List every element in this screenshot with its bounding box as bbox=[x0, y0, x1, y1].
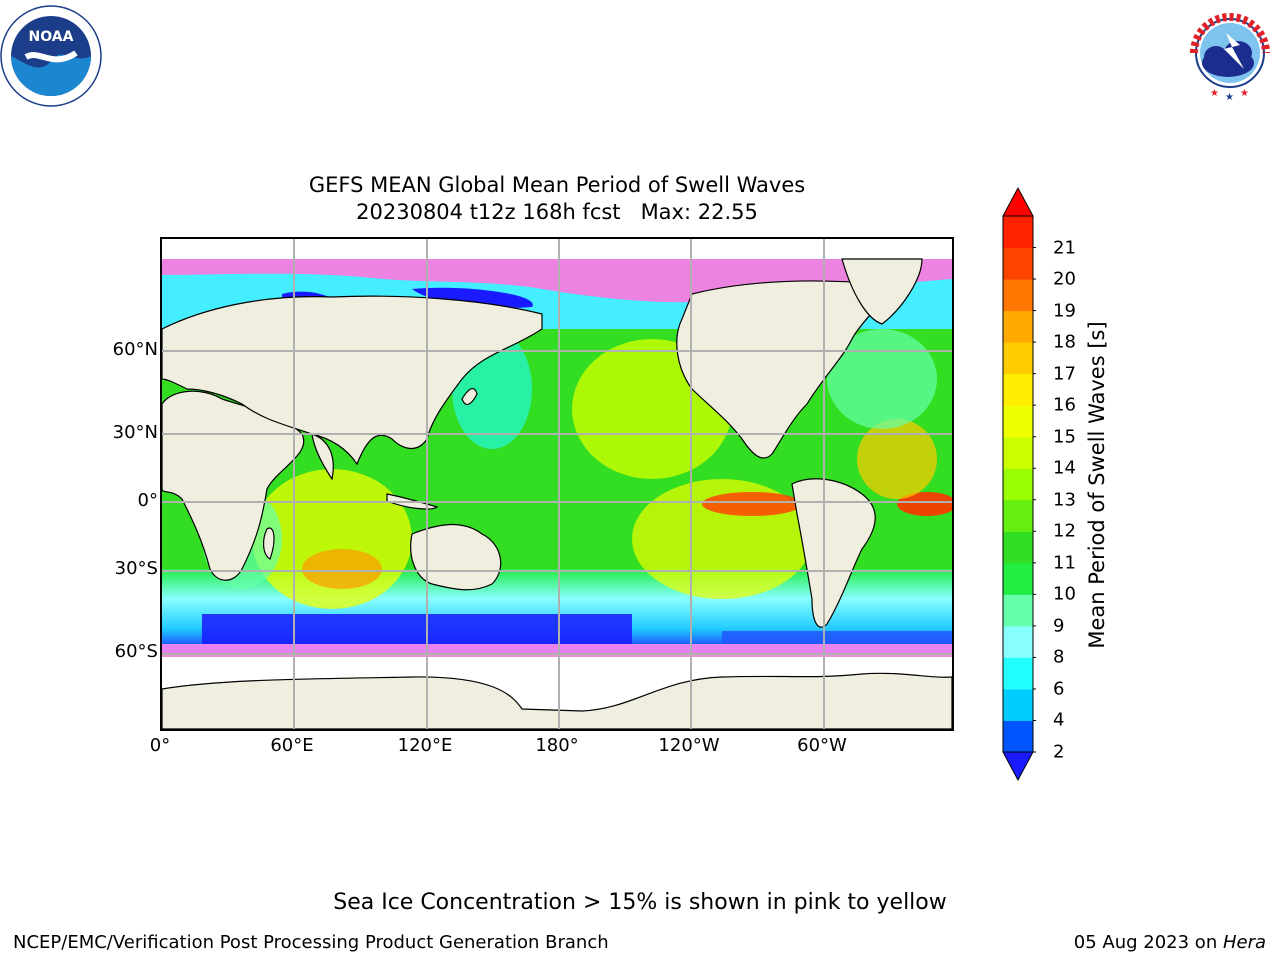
colorbar-tick-label: 20 bbox=[1053, 268, 1076, 290]
colorbar-tick-label: 15 bbox=[1053, 426, 1076, 448]
noaa-logo-text: NOAA bbox=[29, 29, 74, 45]
atlantic-yellow-patch bbox=[857, 419, 937, 499]
lat-label-60n: 60°N bbox=[112, 339, 158, 360]
chart-title: GEFS MEAN Global Mean Period of Swell Wa… bbox=[308, 173, 806, 197]
colorbar-tick-label: 14 bbox=[1053, 457, 1076, 479]
land-japan bbox=[461, 387, 478, 406]
colorbar-tick-label: 9 bbox=[1053, 615, 1065, 637]
colorbar-under-arrow bbox=[1002, 751, 1034, 782]
colorbar-tick-label: 19 bbox=[1053, 300, 1076, 322]
lon-label-120w: 120°W bbox=[658, 735, 720, 756]
pacific-red-patch bbox=[702, 492, 802, 516]
colorbar-segment bbox=[1003, 342, 1033, 375]
colorbar-tick-label: 4 bbox=[1053, 709, 1065, 731]
footer-date-text: 05 Aug 2023 on bbox=[1073, 932, 1223, 953]
north-atlantic-cyan bbox=[827, 329, 937, 429]
colorbar-tick-label: 17 bbox=[1053, 363, 1076, 385]
colorbar-label: Mean Period of Swell Waves [s] bbox=[1085, 321, 1109, 649]
chart-subtitle: 20230804 t12z 168h fcst Max: 22.55 bbox=[356, 200, 758, 224]
colorbar-segment bbox=[1003, 310, 1033, 343]
antarctic-sea-ice bbox=[162, 644, 952, 659]
lon-label-120e: 120°E bbox=[397, 735, 453, 756]
colorbar-segment bbox=[1003, 405, 1033, 438]
colorbar-tick-label: 10 bbox=[1053, 583, 1076, 605]
footer-date: 05 Aug 2023 on Hera bbox=[1074, 932, 1266, 953]
atlantic-red-patch bbox=[897, 492, 952, 516]
colorbar-tick-label: 8 bbox=[1053, 646, 1065, 668]
land-africa bbox=[162, 390, 305, 581]
colorbar-tick-label: 6 bbox=[1053, 678, 1065, 700]
colorbar-frame bbox=[1002, 215, 1034, 753]
lat-label-30s: 30°S bbox=[114, 558, 158, 579]
lon-label-60e: 60°E bbox=[270, 735, 314, 756]
svg-text:★: ★ bbox=[1225, 92, 1234, 103]
colorbar-segment bbox=[1003, 499, 1033, 532]
colorbar-segment bbox=[1003, 279, 1033, 312]
colorbar-tick-label: 11 bbox=[1053, 552, 1076, 574]
land-madagascar bbox=[263, 527, 275, 560]
colorbar-tick-label: 21 bbox=[1053, 237, 1076, 259]
colorbar-segment bbox=[1003, 594, 1033, 627]
colorbar-tick-label: 16 bbox=[1053, 394, 1076, 416]
land-eurasia bbox=[162, 295, 543, 466]
land-greenland bbox=[841, 258, 923, 325]
svg-text:★: ★ bbox=[1210, 88, 1219, 99]
lat-label-30n: 30°N bbox=[112, 422, 158, 443]
map-panel bbox=[160, 237, 954, 731]
arctic-blue-ice-edge bbox=[282, 287, 533, 319]
land-australia bbox=[410, 523, 502, 591]
lon-label-60w: 60°W bbox=[797, 735, 847, 756]
gridlines bbox=[162, 239, 952, 729]
colorbar bbox=[1002, 186, 1036, 782]
colorbar-segment bbox=[1003, 373, 1033, 406]
lon-label-0: 0° bbox=[149, 735, 171, 756]
colorbar-tick-label: 18 bbox=[1053, 331, 1076, 353]
colorbar-segment bbox=[1003, 688, 1033, 721]
noaa-logo: NOAA bbox=[0, 5, 102, 107]
nws-logo: ★ ★ ★ bbox=[1182, 5, 1278, 103]
colorbar-segment bbox=[1003, 247, 1033, 280]
svg-text:★: ★ bbox=[1240, 88, 1249, 99]
colorbar-segment bbox=[1003, 720, 1033, 753]
colorbar-segment bbox=[1003, 216, 1033, 249]
lat-label-eq: 0° bbox=[137, 490, 158, 511]
colorbar-over-arrow bbox=[1002, 186, 1034, 217]
colorbar-segment bbox=[1003, 625, 1033, 658]
lat-label-60s: 60°S bbox=[114, 641, 158, 662]
land-india bbox=[311, 433, 334, 481]
colorbar-tick-label: 13 bbox=[1053, 489, 1076, 511]
indian-orange-patch bbox=[302, 549, 382, 589]
colorbar-segment bbox=[1003, 468, 1033, 501]
lon-label-180: 180° bbox=[535, 735, 579, 756]
swell-period-map bbox=[162, 239, 952, 729]
footer-credit: NCEP/EMC/Verification Post Processing Pr… bbox=[13, 932, 609, 953]
colorbar-segment bbox=[1003, 562, 1033, 595]
colorbar-segment bbox=[1003, 531, 1033, 564]
sea-ice-note: Sea Ice Concentration > 15% is shown in … bbox=[333, 890, 947, 915]
colorbar-tick-label: 2 bbox=[1053, 741, 1065, 763]
colorbar-segment bbox=[1003, 436, 1033, 469]
colorbar-tick-label: 12 bbox=[1053, 520, 1076, 542]
deep-blue-band bbox=[202, 614, 632, 644]
land-south-america bbox=[791, 478, 876, 628]
colorbar-segment bbox=[1003, 657, 1033, 690]
land-antarctica bbox=[162, 672, 952, 729]
footer-host: Hera bbox=[1222, 932, 1266, 953]
